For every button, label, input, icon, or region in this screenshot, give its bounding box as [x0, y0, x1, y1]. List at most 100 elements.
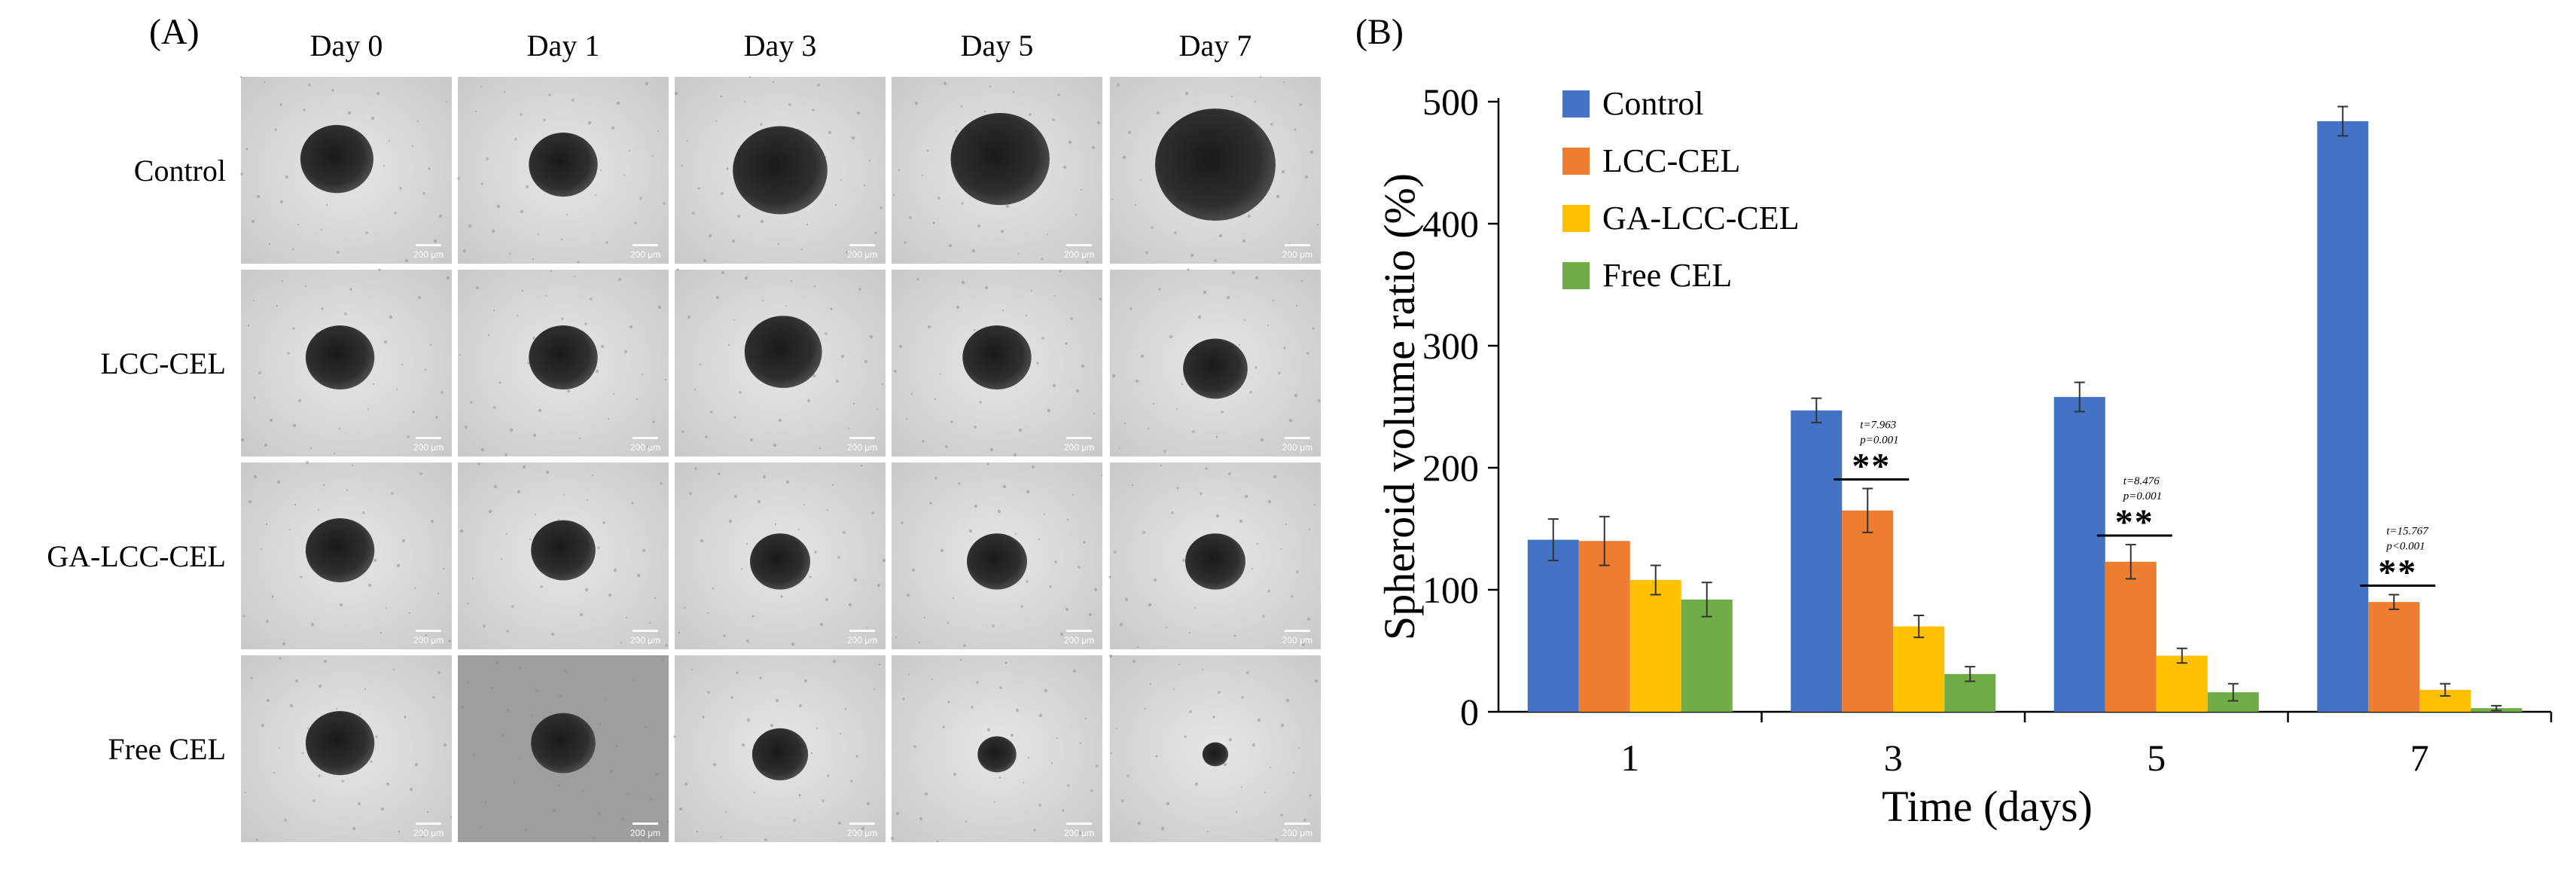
spheroid	[529, 133, 598, 197]
panel-a: (A) Day 0 Day 1 Day 3 Day 5 Day 7 Control LCC…	[47, 12, 1322, 843]
scale-bar-label: 200 μm	[1064, 635, 1094, 646]
significance-stars: **	[2378, 552, 2417, 592]
scale-bar-label: 200 μm	[847, 249, 877, 260]
spheroid	[750, 533, 810, 590]
spheroid	[531, 713, 596, 774]
scale-bar-label: 200 μm	[413, 249, 444, 260]
legend-label: GA-LCC-CEL	[1602, 200, 1800, 237]
spheroid	[967, 533, 1027, 590]
y-tick-label: 100	[1422, 569, 1479, 611]
scale-bar-label: 200 μm	[413, 442, 444, 453]
micrograph: 200 μm	[241, 460, 452, 649]
legend-swatch	[1562, 205, 1590, 232]
scale-bar-label: 200 μm	[1282, 635, 1312, 646]
spheroid	[1185, 533, 1245, 590]
spheroid	[1155, 108, 1276, 221]
spheroid	[950, 112, 1050, 206]
bar	[1629, 580, 1681, 712]
spheroid	[977, 736, 1017, 773]
micrograph: 200 μm	[457, 77, 669, 264]
bar	[1893, 626, 1945, 712]
bar	[2105, 561, 2157, 712]
x-tick-label: 3	[1884, 737, 1903, 779]
y-tick-label: 200	[1422, 447, 1479, 489]
scale-bar	[633, 437, 658, 439]
scale-bar-label: 200 μm	[847, 635, 877, 646]
spheroid	[305, 518, 375, 583]
micrograph: 200 μm	[1108, 462, 1321, 649]
spheroid	[962, 325, 1032, 390]
x-tick-label: 1	[1620, 737, 1639, 779]
t-statistic-label: t=15.767	[2386, 525, 2429, 537]
x-tick-label: 5	[2147, 737, 2166, 779]
scale-bar	[849, 437, 875, 439]
scale-bar-label: 200 μm	[630, 249, 660, 260]
micrograph: 200 μm	[674, 75, 886, 264]
p-value-label: p=0.001	[2123, 490, 2162, 502]
scale-bar	[633, 630, 658, 632]
micrograph-grid: 200 μm 200 μm 200 μm 200 μm 200 μm 200 μm 200 …	[239, 75, 1322, 843]
y-tick-label: 0	[1460, 691, 1479, 733]
p-value-label: p=0.001	[1859, 435, 1898, 447]
micrograph: 200 μm	[892, 462, 1103, 649]
scale-bar	[1285, 823, 1310, 825]
significance-stars: **	[1852, 447, 1891, 487]
legend-label: Control	[1602, 85, 1703, 122]
scale-bar	[1285, 437, 1310, 439]
scale-bar	[1066, 244, 1092, 246]
y-tick-label: 400	[1422, 203, 1479, 245]
micrograph: 200 μm	[1110, 75, 1321, 264]
scale-bar-label: 200 μm	[630, 635, 660, 646]
column-header: Day 5	[961, 29, 1034, 63]
scale-bar	[416, 823, 441, 825]
scale-bar-label: 200 μm	[1064, 249, 1094, 260]
scale-bar-label: 200 μm	[847, 828, 877, 838]
column-header: Day 7	[1179, 29, 1252, 63]
micrograph: 200 μm	[675, 268, 886, 456]
micrograph: 200 μm	[241, 655, 453, 842]
scale-bar	[849, 244, 875, 246]
column-headers: Day 0 Day 1 Day 3 Day 5 Day 7	[310, 29, 1252, 63]
legend: Control LCC-CEL GA-LCC-CEL Free CEL	[1562, 85, 1800, 294]
y-tick-label: 300	[1422, 325, 1479, 367]
scale-bar-label: 200 μm	[1282, 249, 1312, 260]
y-axis-title: Spheroid volume ratio (%)	[1375, 173, 1424, 640]
row-header: Control	[134, 154, 226, 188]
scale-bar	[416, 437, 441, 439]
scale-bar	[416, 244, 441, 246]
scale-bar	[1285, 244, 1310, 246]
micrograph: 200 μm	[458, 655, 669, 843]
p-value-label: p<0.001	[2385, 540, 2425, 552]
spheroid	[1183, 338, 1248, 399]
significance-stars: **	[2115, 502, 2154, 542]
x-axis-title: Time (days)	[1882, 782, 2093, 831]
bar	[1578, 541, 1630, 712]
scale-bar	[1285, 630, 1310, 632]
bar	[2156, 655, 2208, 712]
micrograph: 200 μm	[1110, 268, 1322, 456]
scale-bar	[849, 823, 875, 825]
micrograph: 200 μm	[892, 77, 1102, 264]
spheroid	[529, 325, 598, 390]
t-statistic-label: t=8.476	[2123, 475, 2160, 487]
column-header: Day 3	[744, 29, 817, 63]
legend-label: LCC-CEL	[1602, 142, 1740, 179]
micrograph: 200 μm	[675, 462, 886, 649]
spheroid	[300, 124, 373, 194]
spheroid	[305, 325, 375, 390]
scale-bar-label: 200 μm	[1282, 442, 1312, 453]
bar	[1791, 410, 1843, 712]
scale-bar	[1066, 437, 1092, 439]
scale-bar	[633, 244, 658, 246]
scale-bar	[633, 823, 658, 825]
micrograph: 200 μm	[890, 655, 1102, 843]
micrograph: 200 μm	[892, 270, 1102, 457]
micrograph: 200 μm	[673, 655, 886, 842]
spheroid	[1202, 742, 1229, 767]
bar	[2368, 602, 2420, 712]
legend-label: Free CEL	[1602, 257, 1732, 294]
legend-swatch	[1562, 262, 1590, 289]
scale-bar-label: 200 μm	[630, 442, 660, 453]
spheroid	[744, 316, 822, 388]
